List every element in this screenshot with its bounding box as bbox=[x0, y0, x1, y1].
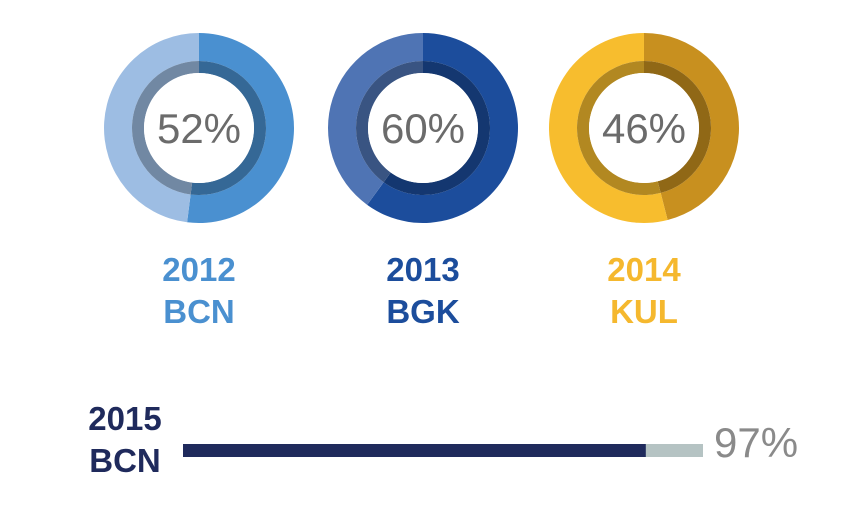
donut-slice-value bbox=[187, 33, 294, 223]
donut-value-label: 52% bbox=[157, 105, 241, 152]
bar-year-label: 2015 bbox=[88, 400, 161, 437]
bar-fill bbox=[183, 444, 646, 457]
donut-slice-value bbox=[367, 33, 518, 223]
donut-city-label: BCN bbox=[163, 293, 235, 330]
donut-value-label: 46% bbox=[602, 105, 686, 152]
donut-chart-2012: 52% 2012 BCN bbox=[103, 33, 294, 330]
donut-hole bbox=[368, 73, 478, 183]
donut-slice-remainder bbox=[103, 33, 199, 223]
donut-inner-slice bbox=[356, 61, 423, 183]
bar-chart-2015: 2015 BCN 97% bbox=[88, 400, 798, 479]
donut-city-label: BGK bbox=[386, 293, 460, 330]
donut-slice-remainder bbox=[548, 33, 668, 223]
donut-inner-slice bbox=[383, 61, 490, 195]
bar-city-label: BCN bbox=[89, 442, 161, 479]
donut-inner-slice bbox=[131, 61, 199, 195]
donut-hole bbox=[144, 73, 254, 183]
donut-year-label: 2014 bbox=[607, 251, 681, 288]
donut-value-label: 60% bbox=[381, 105, 465, 152]
donut-inner-slice bbox=[576, 61, 661, 196]
donut-hole bbox=[589, 73, 699, 183]
donut-chart-2013: 60% 2013 BGK bbox=[327, 33, 518, 330]
donut-inner-slice bbox=[190, 61, 267, 195]
donut-year-label: 2012 bbox=[162, 251, 235, 288]
donut-city-label: KUL bbox=[610, 293, 678, 330]
donut-chart-2014: 46% 2014 KUL bbox=[548, 33, 740, 330]
donut-slice-remainder bbox=[327, 33, 423, 205]
bar-value-label: 97% bbox=[714, 419, 798, 466]
donut-year-label: 2013 bbox=[386, 251, 459, 288]
donut-slice-value bbox=[644, 33, 740, 221]
donut-inner-slice bbox=[644, 61, 711, 193]
